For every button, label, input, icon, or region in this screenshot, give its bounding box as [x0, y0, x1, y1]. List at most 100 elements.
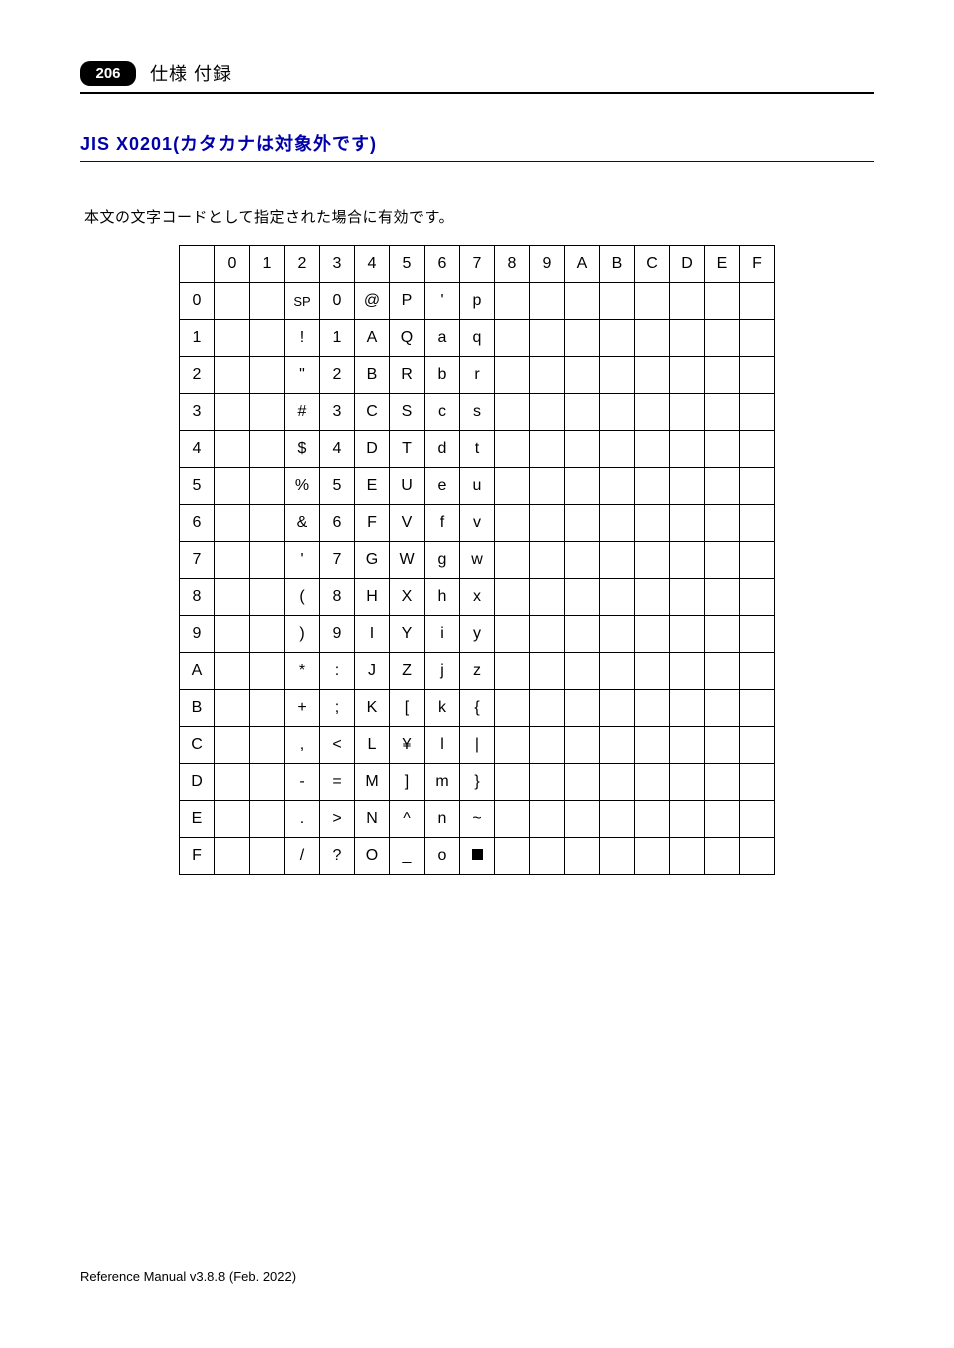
table-cell: [250, 727, 285, 764]
table-col-header: E: [705, 246, 740, 283]
table-row-header: A: [180, 653, 215, 690]
table-cell: h: [425, 579, 460, 616]
table-cell: C: [355, 394, 390, 431]
table-cell: V: [390, 505, 425, 542]
table-cell: D: [355, 431, 390, 468]
table-row-header: 0: [180, 283, 215, 320]
table-col-header: 3: [320, 246, 355, 283]
table-cell: [740, 653, 775, 690]
table-cell: {: [460, 690, 495, 727]
table-cell: X: [390, 579, 425, 616]
table-row-header: 4: [180, 431, 215, 468]
table-cell: [530, 542, 565, 579]
table-cell: /: [285, 838, 320, 875]
section-heading: JIS X0201(カタカナは対象外です): [80, 130, 874, 162]
table-cell: .: [285, 801, 320, 838]
table-row: B+;K[k{: [180, 690, 775, 727]
table-cell: |: [460, 727, 495, 764]
table-cell: [670, 727, 705, 764]
table-cell: [215, 653, 250, 690]
table-cell: [215, 616, 250, 653]
table-cell: G: [355, 542, 390, 579]
table-cell: @: [355, 283, 390, 320]
table-cell: $: [285, 431, 320, 468]
table-cell: [460, 838, 495, 875]
table-row: C,<L¥l|: [180, 727, 775, 764]
table-cell: &: [285, 505, 320, 542]
table-cell: O: [355, 838, 390, 875]
table-cell: [740, 357, 775, 394]
table-cell: ': [285, 542, 320, 579]
table-cell: 6: [320, 505, 355, 542]
table-cell: [250, 468, 285, 505]
table-cell: f: [425, 505, 460, 542]
table-cell: [600, 357, 635, 394]
table-cell: Z: [390, 653, 425, 690]
table-cell: [565, 468, 600, 505]
table-cell: [740, 801, 775, 838]
table-cell: [740, 505, 775, 542]
table-cell: [740, 764, 775, 801]
table-row: A*:JZjz: [180, 653, 775, 690]
table-cell: [565, 764, 600, 801]
table-row: 7'7GWgw: [180, 542, 775, 579]
table-cell: [705, 801, 740, 838]
table-cell: [705, 727, 740, 764]
table-cell: [495, 616, 530, 653]
table-cell: B: [355, 357, 390, 394]
table-row: 6&6FVfv: [180, 505, 775, 542]
table-cell: [565, 838, 600, 875]
table-cell: [530, 801, 565, 838]
table-row: 4$4DTdt: [180, 431, 775, 468]
table-cell: >: [320, 801, 355, 838]
table-cell: [495, 505, 530, 542]
table-cell: [740, 431, 775, 468]
table-cell: [705, 764, 740, 801]
table-cell: [530, 431, 565, 468]
table-cell: A: [355, 320, 390, 357]
table-cell: [635, 727, 670, 764]
table-cell: _: [390, 838, 425, 875]
table-cell: [705, 616, 740, 653]
table-col-header: 1: [250, 246, 285, 283]
table-cell: I: [355, 616, 390, 653]
table-cell: x: [460, 579, 495, 616]
table-cell: ]: [390, 764, 425, 801]
table-cell: [530, 616, 565, 653]
table-cell: [: [390, 690, 425, 727]
table-cell: [600, 579, 635, 616]
table-cell: F: [355, 505, 390, 542]
table-cell: }: [460, 764, 495, 801]
character-code-table: 0123456789ABCDEF 0SP0@P'p1!1AQaq2"2BRbr3…: [179, 245, 775, 875]
table-cell: [530, 690, 565, 727]
table-cell: [670, 653, 705, 690]
table-cell: [635, 394, 670, 431]
table-cell: *: [285, 653, 320, 690]
table-cell: [635, 801, 670, 838]
table-row-header: 8: [180, 579, 215, 616]
table-cell: ;: [320, 690, 355, 727]
header-bar: 206 仕様 付録: [80, 60, 874, 86]
table-cell: [565, 653, 600, 690]
header-divider: [80, 92, 874, 94]
table-cell: [250, 838, 285, 875]
table-cell: J: [355, 653, 390, 690]
table-cell: [670, 468, 705, 505]
table-cell: j: [425, 653, 460, 690]
table-cell: [565, 690, 600, 727]
table-cell: [600, 727, 635, 764]
table-cell: 4: [320, 431, 355, 468]
table-cell: [565, 505, 600, 542]
table-row-header: 2: [180, 357, 215, 394]
table-cell: k: [425, 690, 460, 727]
table-cell: 8: [320, 579, 355, 616]
table-cell: ": [285, 357, 320, 394]
table-header-row: 0123456789ABCDEF: [180, 246, 775, 283]
table-cell: [635, 690, 670, 727]
table-col-header: 7: [460, 246, 495, 283]
table-cell: [740, 616, 775, 653]
table-cell: ^: [390, 801, 425, 838]
table-cell: [215, 764, 250, 801]
table-cell: [495, 838, 530, 875]
table-cell: s: [460, 394, 495, 431]
